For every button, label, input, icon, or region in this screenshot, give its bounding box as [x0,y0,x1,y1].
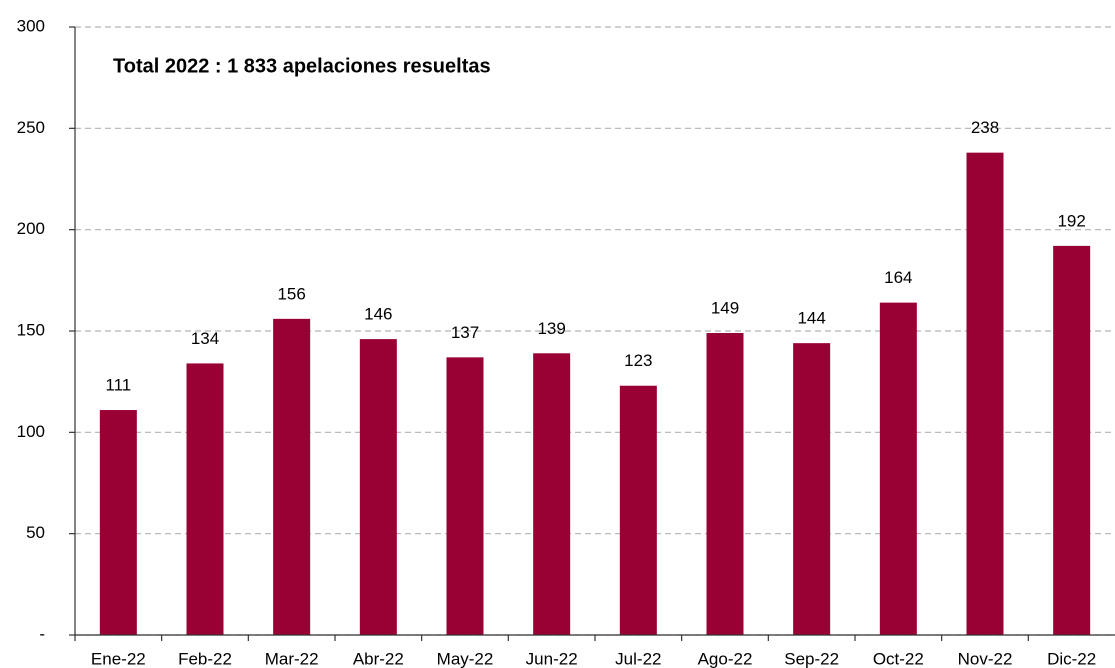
bar [273,318,311,635]
bar [359,339,397,635]
data-label: 164 [884,268,912,287]
data-label: 238 [971,118,999,137]
data-label: 144 [797,309,825,328]
y-tick-label: 300 [17,16,45,35]
y-tick-label: 50 [26,523,45,542]
data-label: 149 [711,299,739,318]
x-tick-label: Ago-22 [698,649,753,668]
bar [533,353,571,635]
x-tick-label: Abr-22 [353,649,404,668]
data-label: 146 [364,305,392,324]
data-label: 192 [1057,211,1085,230]
bar [706,333,744,635]
x-tick-label: Feb-22 [178,649,232,668]
y-tick-label: 150 [17,320,45,339]
y-tick-label: - [39,624,45,643]
bar [793,343,831,635]
bar [879,302,917,635]
data-label: 156 [277,284,305,303]
data-label: 137 [451,323,479,342]
y-tick-label: 100 [17,422,45,441]
x-tick-label: Ene-22 [91,649,146,668]
x-tick-label: Jun-22 [526,649,578,668]
bar [619,385,657,635]
bar [99,410,137,635]
x-tick-label: Dic-22 [1047,649,1096,668]
y-tick-label: 200 [17,219,45,238]
x-tick-label: May-22 [437,649,494,668]
x-tick-label: Nov-22 [958,649,1013,668]
x-tick-label: Mar-22 [265,649,319,668]
chart-annotation: Total 2022 : 1 833 apelaciones resueltas [113,55,491,77]
x-tick-label: Sep-22 [784,649,839,668]
data-label: 134 [191,329,219,348]
x-tick-label: Jul-22 [615,649,661,668]
data-label: 111 [105,376,131,395]
data-label: 139 [537,319,565,338]
y-tick-label: 250 [17,118,45,137]
bar [966,152,1004,636]
x-tick-label: Oct-22 [873,649,924,668]
bar [186,363,224,635]
bar [1053,245,1091,635]
bar [446,357,484,635]
data-label: 123 [624,351,652,370]
